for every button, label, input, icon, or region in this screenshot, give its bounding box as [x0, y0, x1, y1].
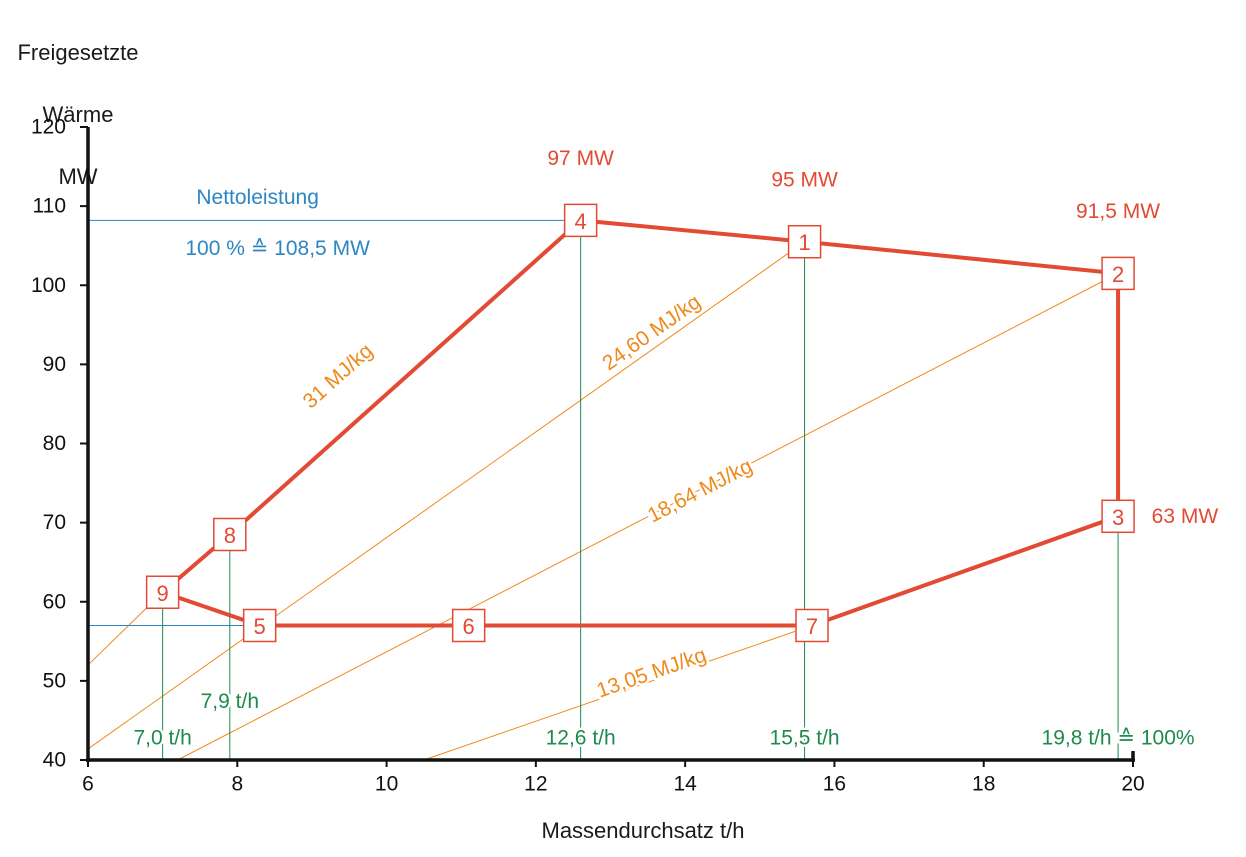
x-axis-label: Massendurchsatz t/h — [541, 818, 745, 843]
mass-flow-label-2: 7,9 t/h — [201, 690, 259, 713]
heating-value-label-2: 24,60 MJ/kg — [598, 290, 705, 375]
point-label-9: 9 — [157, 581, 169, 606]
heating-value-label-3: 18,64 MJ/kg — [644, 454, 756, 527]
point-label-8: 8 — [224, 523, 236, 548]
y-tick-label-100: 100 — [31, 274, 66, 297]
point-box-7 — [795, 608, 829, 643]
heating-value-label-1: 31 MJ/kg — [299, 339, 378, 413]
net-output-value: 100 % ≙ 108,5 MW — [185, 237, 370, 260]
y-tick-label-120: 120 — [31, 116, 66, 139]
y-tick-label-80: 80 — [43, 432, 66, 455]
point-label-2: 2 — [1112, 262, 1124, 287]
x-tick-label-12: 12 — [524, 773, 547, 796]
heating-value-label-4: 13,05 MJ/kg — [594, 643, 710, 702]
y-axis-label-line-1: Freigesetzte — [17, 40, 139, 65]
point-label-3: 3 — [1112, 505, 1124, 530]
mass-flow-label-5: 19,8 t/h ≙ 100% — [1042, 726, 1195, 749]
point-box-3 — [1101, 499, 1135, 534]
y-tick-label-110: 110 — [33, 195, 66, 218]
x-tick-label-8: 8 — [231, 773, 243, 796]
heating-value-line-4 — [423, 625, 813, 761]
operating-envelope — [161, 218, 1121, 628]
net-output-title: Nettoleistung — [196, 186, 319, 209]
point-box-6 — [451, 608, 486, 643]
y-axis-label: Freigesetzte Wärme MW — [8, 6, 148, 223]
power-label-3: 91,5 MW — [1076, 200, 1160, 223]
point-label-4: 4 — [575, 209, 587, 234]
point-box-5 — [242, 608, 277, 643]
point-label-7: 7 — [806, 614, 818, 639]
y-tick-label-70: 70 — [43, 511, 66, 534]
x-tick-label-10: 10 — [375, 773, 398, 796]
y-axis-label-line-3: MW — [58, 164, 98, 189]
y-tick-label-40: 40 — [43, 749, 66, 772]
y-tick-label-90: 90 — [43, 353, 66, 376]
y-axis-label-line-2: Wärme — [42, 102, 114, 127]
mass-flow-label-1: 7,0 t/h — [133, 726, 191, 749]
power-label-2: 95 MW — [771, 169, 838, 192]
x-tick-label-16: 16 — [823, 773, 846, 796]
point-box-1 — [787, 224, 822, 259]
point-box-4 — [563, 203, 598, 238]
x-tick-label-18: 18 — [972, 773, 995, 796]
point-label-1: 1 — [798, 230, 810, 255]
x-tick-label-20: 20 — [1121, 773, 1144, 796]
point-label-6: 6 — [463, 614, 475, 639]
heating-value-line-3 — [177, 272, 1119, 761]
power-label-4: 63 MW — [1152, 505, 1219, 528]
power-label-1: 97 MW — [547, 147, 614, 170]
x-tick-label-14: 14 — [673, 773, 697, 796]
x-tick-label-6: 6 — [82, 773, 94, 796]
point-box-2 — [1101, 256, 1135, 291]
point-box-8 — [213, 517, 247, 552]
point-box-9 — [145, 575, 180, 610]
mass-flow-label-4: 15,5 t/h — [770, 726, 840, 749]
y-tick-label-50: 50 — [43, 669, 66, 692]
heating-value-line-2 — [87, 241, 805, 750]
mass-flow-label-3: 12,6 t/h — [546, 726, 616, 749]
y-tick-label-60: 60 — [43, 590, 66, 613]
point-label-5: 5 — [254, 614, 266, 639]
